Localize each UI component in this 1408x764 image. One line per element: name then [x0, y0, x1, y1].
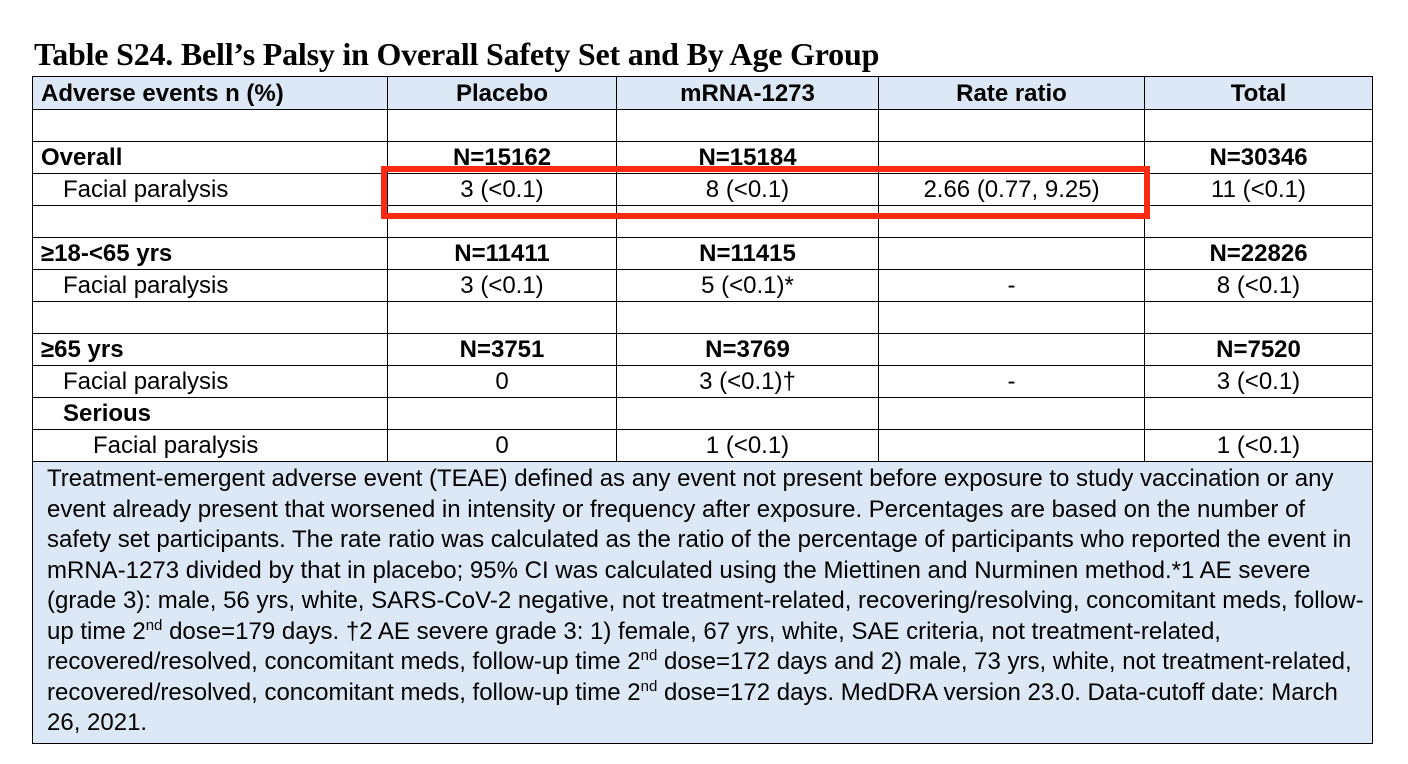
- bells-palsy-table: Adverse events n (%) Placebo mRNA-1273 R…: [32, 76, 1373, 744]
- group-row-65-plus: ≥65 yrs N=3751 N=3769 N=7520: [32, 333, 1373, 366]
- placebo-n: N=11411: [387, 237, 617, 270]
- table-row: Facial paralysis 3 (<0.1) 5 (<0.1)* - 8 …: [32, 269, 1373, 302]
- ratio-value: [878, 429, 1145, 462]
- mrna-n: N=11415: [616, 237, 879, 270]
- col-header-total: Total: [1144, 76, 1373, 110]
- mrna-value: 3 (<0.1)†: [616, 365, 879, 398]
- table-row: Facial paralysis 3 (<0.1) 8 (<0.1) 2.66 …: [32, 173, 1373, 206]
- footnote-part: Treatment-emergent adverse event (TEAE) …: [47, 465, 1364, 645]
- footnote-part: dose=179 days. †2 AE severe grade 3: 1) …: [47, 617, 1221, 676]
- ratio-value: -: [878, 365, 1145, 398]
- footnote-sup: nd: [640, 647, 658, 664]
- ratio-value: -: [878, 269, 1145, 302]
- placebo-value: 0: [387, 365, 617, 398]
- footnote: Treatment-emergent adverse event (TEAE) …: [32, 461, 1373, 744]
- highlight-box: [381, 166, 1150, 219]
- mrna-n: N=3769: [616, 333, 879, 366]
- col-header-rate-ratio: Rate ratio: [878, 76, 1145, 110]
- spacer-row: [32, 301, 1373, 334]
- table-row: Facial paralysis 0 1 (<0.1) 1 (<0.1): [32, 429, 1373, 462]
- group-label: ≥18-<65 yrs: [32, 237, 388, 270]
- serious-label: Serious: [32, 397, 388, 430]
- group-row-18-65: ≥18-<65 yrs N=11411 N=11415 N=22826: [32, 237, 1373, 270]
- row-label: Facial paralysis: [32, 173, 388, 206]
- table-title: Table S24. Bell’s Palsy in Overall Safet…: [34, 36, 880, 72]
- mrna-value: 1 (<0.1): [616, 429, 879, 462]
- total-n: N=30346: [1144, 141, 1373, 174]
- ratio-n: [878, 333, 1145, 366]
- total-value: 1 (<0.1): [1144, 429, 1373, 462]
- total-n: N=22826: [1144, 237, 1373, 270]
- placebo-value: 3 (<0.1): [387, 269, 617, 302]
- total-value: 11 (<0.1): [1144, 173, 1373, 206]
- mrna-value: 5 (<0.1)*: [616, 269, 879, 302]
- header-row: Adverse events n (%) Placebo mRNA-1273 R…: [32, 76, 1373, 110]
- col-header-placebo: Placebo: [387, 76, 617, 110]
- group-row-overall: Overall N=15162 N=15184 N=30346: [32, 141, 1373, 174]
- spacer-row: [32, 109, 1373, 142]
- total-n: N=7520: [1144, 333, 1373, 366]
- spacer-row: [32, 205, 1373, 238]
- group-label: Overall: [32, 141, 388, 174]
- placebo-value: 0: [387, 429, 617, 462]
- col-header-adverse-events: Adverse events n (%): [32, 76, 388, 110]
- table-row: Facial paralysis 0 3 (<0.1)† - 3 (<0.1): [32, 365, 1373, 398]
- footnote-part: dose=172 days. MedDRA version 23.0. Data…: [47, 678, 1338, 737]
- total-value: 3 (<0.1): [1144, 365, 1373, 398]
- row-label: Facial paralysis: [32, 429, 388, 462]
- footnote-sup: nd: [640, 677, 658, 695]
- footnote-sup: nd: [145, 616, 163, 634]
- row-label: Facial paralysis: [32, 269, 388, 302]
- total-value: 8 (<0.1): [1144, 269, 1373, 302]
- placebo-n: N=3751: [387, 333, 617, 366]
- ratio-value: 2.66 (0.77, 9.25): [878, 173, 1145, 206]
- serious-row: Serious: [32, 397, 1373, 430]
- ratio-n: [878, 237, 1145, 270]
- footnote-row: Treatment-emergent adverse event (TEAE) …: [32, 461, 1373, 744]
- group-label: ≥65 yrs: [32, 333, 388, 366]
- col-header-mrna: mRNA-1273: [616, 76, 879, 110]
- row-label: Facial paralysis: [32, 365, 388, 398]
- footnote-part: dose=172 days and 2) male, 73 yrs, white…: [47, 648, 1352, 706]
